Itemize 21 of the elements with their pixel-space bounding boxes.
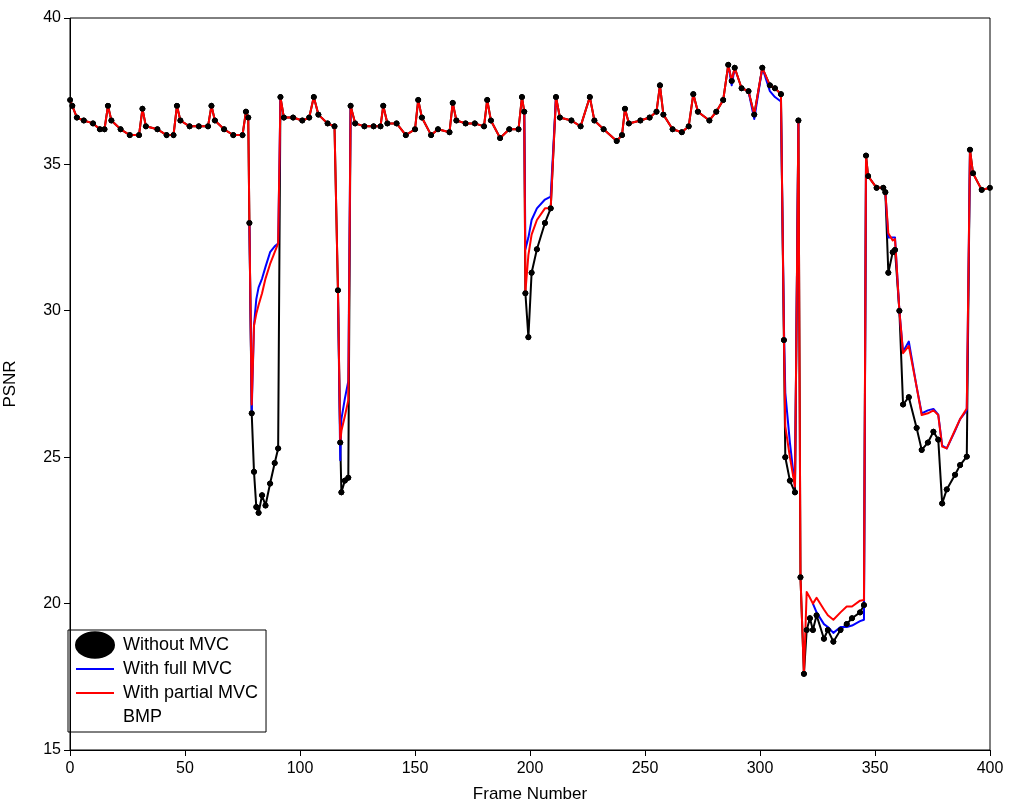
- legend-label: With partial MVC: [123, 681, 259, 702]
- y-tick-label: 35: [43, 154, 62, 172]
- x-tick-label: 250: [631, 759, 659, 777]
- x-tick-label: 200: [516, 759, 544, 777]
- x-tick-label: 50: [176, 759, 194, 777]
- y-tick-label: 30: [43, 301, 62, 319]
- legend-label: Without MVC: [123, 633, 230, 654]
- x-tick-label: 350: [861, 759, 889, 777]
- x-tick-label: 300: [746, 759, 774, 777]
- y-tick-label: 25: [43, 447, 62, 465]
- x-tick-label: 100: [286, 759, 314, 777]
- y-tick-label: 20: [43, 594, 62, 612]
- x-axis-title: Frame Number: [472, 784, 588, 804]
- legend-label: With full MVC: [123, 657, 233, 678]
- y-axis-title: PSNR: [0, 360, 19, 408]
- annotation: BMP: [123, 705, 163, 726]
- x-tick-label: 400: [976, 759, 1004, 777]
- x-tick-label: 0: [65, 759, 75, 777]
- x-tick-label: 150: [401, 759, 429, 777]
- y-tick-label: 15: [43, 740, 62, 758]
- y-tick-label: 40: [43, 8, 62, 26]
